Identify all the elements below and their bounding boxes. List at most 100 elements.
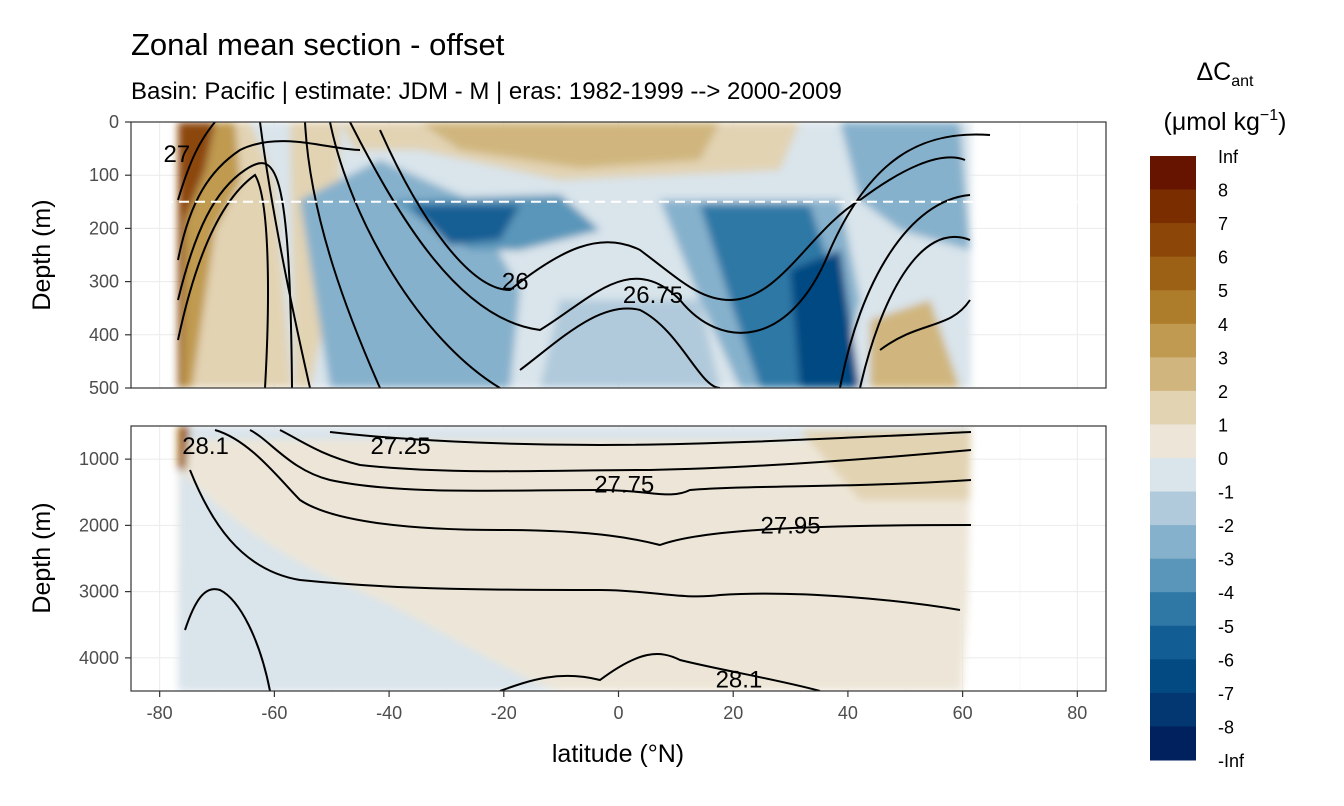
contour-line: [839, 194, 971, 388]
legend-swatch: [1150, 692, 1196, 727]
legend: ΔCant (μmol kg−1) Inf 8 7 6 5 4 3 2 1 0 -1 -2 -3 -4 -5…: [1150, 58, 1286, 771]
legend-labels: Inf 8 7 6 5 4 3 2 1 0 -1 -2 -3 -4 -5 -6 -7 -8 -Inf: [1218, 147, 1245, 771]
legend-swatch: [1150, 625, 1196, 660]
legend-swatch: [1150, 558, 1196, 593]
lower-contours: [184, 429, 972, 691]
legend-swatch: [1150, 223, 1196, 258]
contour-line: [177, 173, 269, 388]
contour-label: 28.1: [182, 433, 229, 460]
y-tick-label: 0: [109, 112, 119, 132]
contour-line: [259, 122, 311, 388]
legend-swatch: [1150, 357, 1196, 392]
legend-swatch: [1150, 525, 1196, 560]
contour-line: [304, 122, 381, 388]
legend-label: -5: [1218, 617, 1234, 637]
panel-upper-border: [130, 121, 1107, 389]
legend-label: 0: [1218, 449, 1228, 469]
legend-title-main: ΔC: [1196, 58, 1231, 86]
y-tick-label: 300: [89, 272, 119, 292]
contour-label: 27.95: [761, 512, 821, 539]
legend-label: 5: [1218, 281, 1228, 301]
legend-unit: (μmol kg−1): [1164, 107, 1287, 136]
contour-line: [329, 431, 972, 447]
y-tick-label: 4000: [79, 648, 119, 668]
y-tick-label: 1000: [79, 449, 119, 469]
chart-subtitle: Basin: Pacific | estimate: JDM - M | era…: [131, 78, 842, 105]
legend-label: -6: [1218, 650, 1234, 670]
legend-label: -Inf: [1218, 751, 1245, 771]
contour-line: [177, 122, 216, 201]
panel-lower-y-ticks: 1000 2000 3000 4000: [79, 449, 131, 668]
x-tick-label: -20: [491, 703, 517, 723]
contour-label: 28.1: [716, 667, 763, 694]
legend-swatch: [1150, 189, 1196, 224]
legend-title-subscript: ant: [1231, 73, 1254, 90]
legend-label: -2: [1218, 516, 1234, 536]
legend-swatch: [1150, 290, 1196, 325]
panel-upper-y-ticks: 0 100 200 300 400 500: [89, 112, 131, 398]
x-axis-title: latitude (°N): [552, 740, 684, 768]
legend-swatch: [1150, 726, 1196, 761]
contour-line: [189, 469, 961, 611]
legend-label: 4: [1218, 315, 1228, 335]
y-axis-title-upper: Depth (m): [28, 199, 56, 310]
legend-label: -7: [1218, 684, 1234, 704]
upper-northeast-negative: [840, 122, 970, 250]
x-tick-label: 60: [953, 703, 973, 723]
contour-line: [249, 429, 972, 496]
x-tick-label: 20: [723, 703, 743, 723]
contour-line: [859, 236, 971, 388]
legend-swatch: [1150, 491, 1196, 526]
y-tick-label: 500: [89, 378, 119, 398]
legend-label: 7: [1218, 214, 1228, 234]
upper-field: [131, 122, 1106, 388]
contour-line: [177, 162, 293, 388]
legend-label: 8: [1218, 181, 1228, 201]
contour-line: [349, 122, 991, 334]
legend-label: -3: [1218, 550, 1234, 570]
contour-line: [379, 129, 966, 302]
legend-label: 2: [1218, 382, 1228, 402]
chart-title: Zonal mean section - offset: [131, 27, 505, 62]
upper-northeast-positive: [870, 300, 960, 388]
contour-line: [879, 299, 971, 351]
legend-swatch: [1150, 390, 1196, 425]
y-axis-title-lower: Depth (m): [28, 502, 56, 613]
x-tick-label: 80: [1067, 703, 1087, 723]
legend-colorbar: [1150, 156, 1196, 761]
legend-unit-superscript: −1: [1260, 107, 1278, 124]
x-tick-label: 0: [613, 703, 623, 723]
contour-line: [519, 307, 721, 388]
legend-label: -1: [1218, 483, 1234, 503]
y-tick-label: 400: [89, 325, 119, 345]
y-tick-label: 200: [89, 218, 119, 238]
legend-swatch: [1150, 424, 1196, 459]
contour-label: 27.75: [594, 471, 654, 498]
legend-swatch: [1150, 256, 1196, 291]
legend-label: -8: [1218, 717, 1234, 737]
legend-label: Inf: [1218, 147, 1239, 167]
upper-north-negative-deep: [790, 250, 860, 388]
legend-label: 1: [1218, 415, 1228, 435]
contour-line: [279, 429, 972, 473]
contour-line: [329, 122, 501, 388]
legend-swatch: [1150, 156, 1196, 191]
contour-label: 27.25: [371, 433, 431, 460]
contour-label: 26: [502, 269, 529, 296]
x-tick-label: -80: [147, 703, 173, 723]
legend-swatch: [1150, 659, 1196, 694]
contour-labels: 26 26.75 27.25 27.75 27.95 28.1 28.1 27: [164, 141, 821, 694]
upper-surface-positive-core: [420, 122, 720, 168]
contour-line: [177, 140, 361, 261]
y-tick-label: 100: [89, 165, 119, 185]
y-tick-label: 2000: [79, 515, 119, 535]
contour-line: [499, 653, 821, 691]
contour-label: 26.75: [623, 282, 683, 309]
legend-unit-main: (μmol kg: [1164, 108, 1260, 136]
panel-upper: 0 100 200 300 400 500 Depth (m): [28, 112, 1107, 398]
legend-label: -4: [1218, 583, 1234, 603]
upper-contours: [177, 122, 991, 388]
legend-title: ΔCant: [1196, 58, 1254, 90]
legend-unit-end: ): [1278, 108, 1286, 136]
